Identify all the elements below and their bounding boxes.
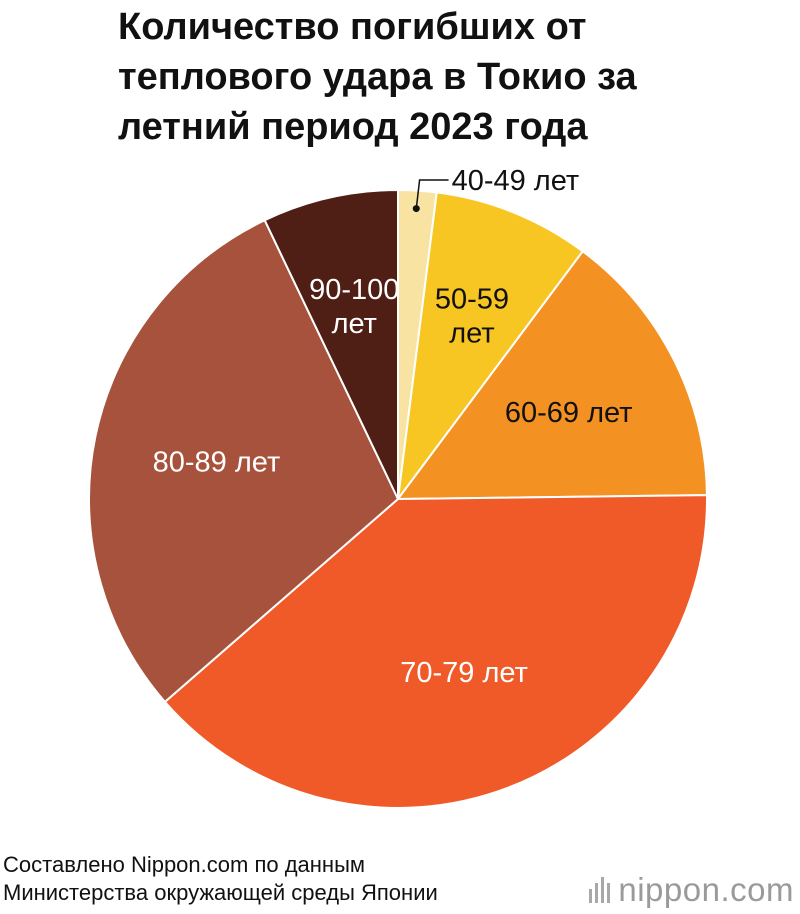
pie-slice-90-100 <box>263 189 399 500</box>
chart-title-line-3: летний период 2023 года <box>118 106 588 148</box>
chart-title: Количество погибших от теплового удара в… <box>118 2 758 152</box>
chart-title-line-2: теплового удара в Токио за <box>118 56 637 98</box>
pie-slice-60-69 <box>397 250 708 500</box>
pie-slice-80-89 <box>88 219 399 703</box>
nippon-logo-icon <box>589 877 611 903</box>
brand-name: nippon <box>618 871 721 908</box>
slice-label-60-69: 60-69 лет <box>505 397 633 429</box>
brand-suffix: .com <box>720 871 794 908</box>
leader-line <box>415 179 449 209</box>
pie-slice-50-59 <box>397 191 584 500</box>
nippon-logo: nippon .com <box>589 870 794 910</box>
slice-label-70-79: 70-79 лет <box>400 657 528 689</box>
chart-title-line-1: Количество погибших от <box>118 6 587 48</box>
pie-slice-70-79 <box>163 494 708 809</box>
pie-labels: 40-49 лет 50-59 лет 60-69 лет 70-79 лет 80-89… <box>153 165 633 689</box>
pie-slices <box>88 189 708 809</box>
slice-label-50-59: 50-59 лет <box>435 284 509 350</box>
source-line-1: Составлено Nippon.com по данным <box>3 852 366 877</box>
slice-label-90-100: 90-100 лет <box>309 274 399 340</box>
slice-label-40-49: 40-49 лет <box>452 165 580 197</box>
source-line-2: Министерства окружающей среды Японии <box>3 880 438 905</box>
slice-label-80-89: 80-89 лет <box>153 446 281 478</box>
source-note: Составлено Nippon.com по данным Министер… <box>3 851 438 907</box>
